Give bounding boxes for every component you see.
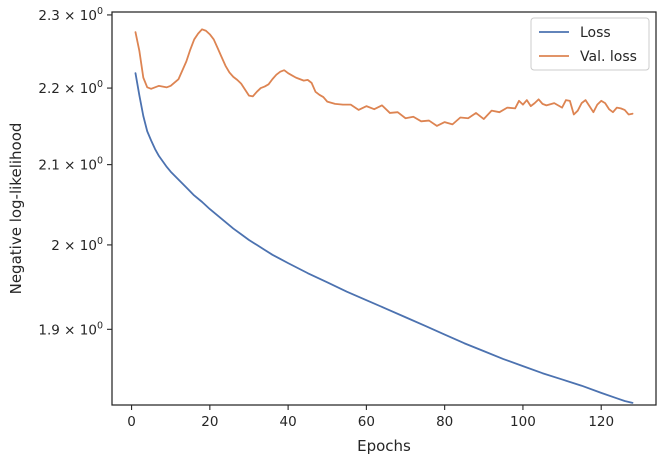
y-tick-label: 2.1 × 100: [38, 156, 103, 174]
x-tick-label: 40: [280, 414, 297, 430]
x-axis-label: Epochs: [357, 437, 411, 455]
y-tick-label: 1.9 × 100: [38, 320, 103, 338]
y-axis: 1.9 × 100 2 × 100 2.1 × 100 2.2 × 100 2.3 × …: [38, 6, 112, 338]
legend-label-0: Loss: [580, 25, 611, 41]
legend: Loss Val. loss: [530, 17, 650, 71]
x-tick-label: 80: [436, 414, 453, 430]
x-tick-label: 120: [588, 414, 614, 430]
series-line-1: [134, 28, 634, 127]
x-axis: 0 20 40 60 80 100 120: [127, 405, 614, 430]
y-tick-label: 2.3 × 100: [38, 6, 103, 24]
series-line-0: [134, 72, 634, 404]
y-tick-label: 2 × 100: [51, 236, 103, 254]
x-tick-label: 100: [510, 414, 536, 430]
x-tick-label: 0: [127, 414, 136, 430]
series-layer: [134, 28, 634, 404]
legend-label-1: Val. loss: [580, 49, 637, 65]
x-tick-label: 60: [358, 414, 375, 430]
y-tick-label: 2.2 × 100: [38, 79, 103, 97]
y-axis-label: Negative log-likelihood: [7, 123, 25, 295]
x-tick-label: 20: [201, 414, 218, 430]
plot-frame: [111, 11, 657, 406]
legend-box: [530, 17, 650, 71]
